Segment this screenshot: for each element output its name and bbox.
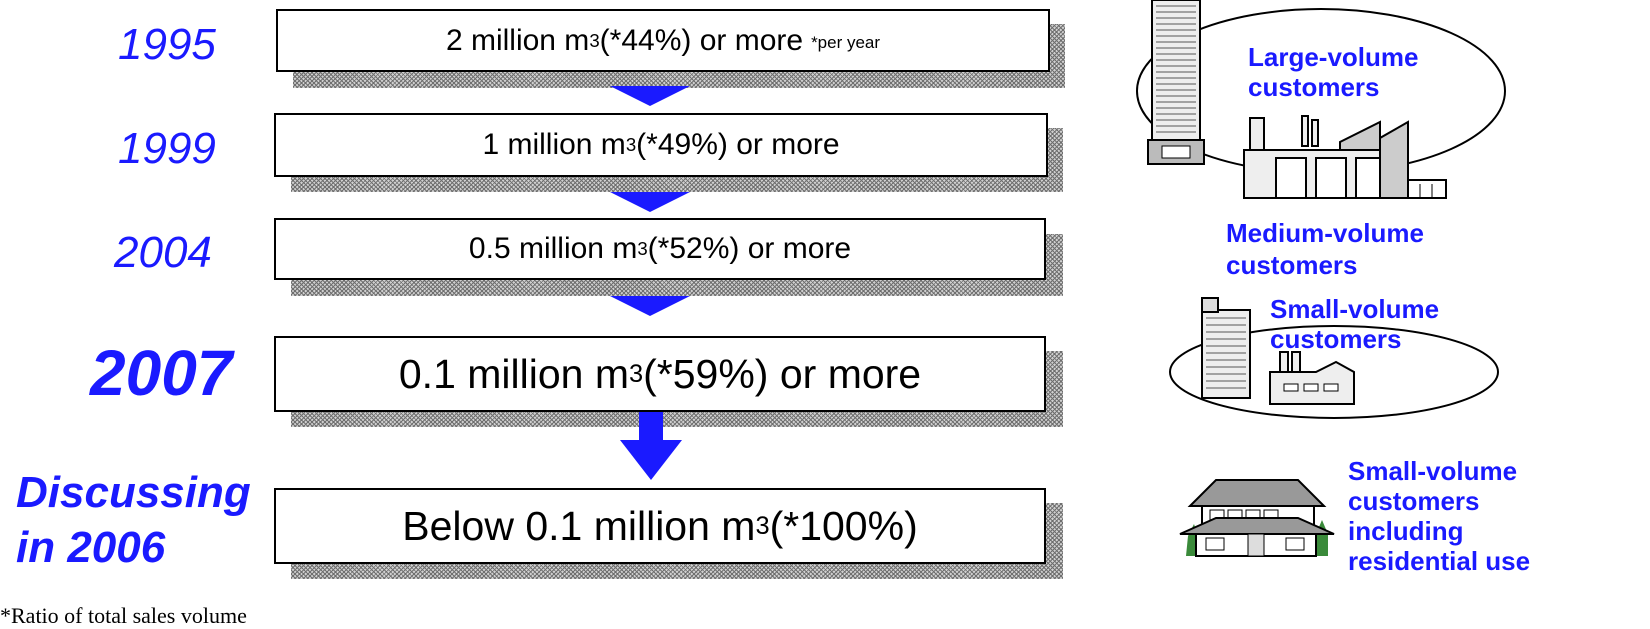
year-2007: 2007 <box>90 337 233 409</box>
small-volume-label-line2: customers <box>1270 324 1402 354</box>
threshold-ratio: (*100%) <box>769 502 918 549</box>
year-1995: 1995 <box>118 20 216 69</box>
residential-label-line4: residential use <box>1348 546 1531 576</box>
large-volume-label-line2: customers <box>1248 72 1380 102</box>
year-discussing-line1: Discussing <box>16 468 251 517</box>
medium-volume-label-line1: Medium-volume <box>1226 218 1424 248</box>
skyscraper-icon <box>1147 0 1205 165</box>
threshold-ratio: (*49%) or more <box>636 128 840 161</box>
small-volume-ellipse <box>1169 325 1499 419</box>
threshold-value: 1 million m <box>482 128 626 161</box>
down-arrow-3 <box>610 296 690 316</box>
threshold-value: 0.5 million m <box>468 232 638 265</box>
threshold-ratio: (*52%) or more <box>647 232 852 265</box>
down-arrow-1 <box>610 86 690 106</box>
threshold-value: Below 0.1 million m <box>402 502 756 549</box>
per-year-note: *per year <box>811 32 881 52</box>
footnote: *Ratio of total sales volume <box>0 603 247 628</box>
threshold-value: 0.1 million m <box>398 350 629 397</box>
factory-icon <box>1243 115 1447 199</box>
residential-label-line2: customers <box>1348 486 1480 516</box>
small-factory-icon <box>1269 351 1355 405</box>
threshold-ratio: (*44%) or more <box>599 23 804 57</box>
year-1999: 1999 <box>118 124 216 173</box>
residential-label-line1: Small-volume <box>1348 456 1518 486</box>
year-2004: 2004 <box>114 228 212 277</box>
apartment-building-icon <box>1201 297 1251 399</box>
threshold-value: 2 million m <box>445 23 590 57</box>
house-icon <box>1179 479 1335 557</box>
medium-volume-label-line2: customers <box>1226 250 1358 280</box>
down-arrow-2 <box>610 192 690 212</box>
year-discussing-line2: in 2006 <box>16 523 166 572</box>
small-volume-label-line1: Small-volume <box>1270 294 1440 324</box>
residential-label-line3: including <box>1348 516 1464 546</box>
large-volume-label-line1: Large-volume <box>1248 42 1419 72</box>
threshold-ratio: (*59%) or more <box>643 350 922 397</box>
down-arrow-4 <box>620 412 682 480</box>
